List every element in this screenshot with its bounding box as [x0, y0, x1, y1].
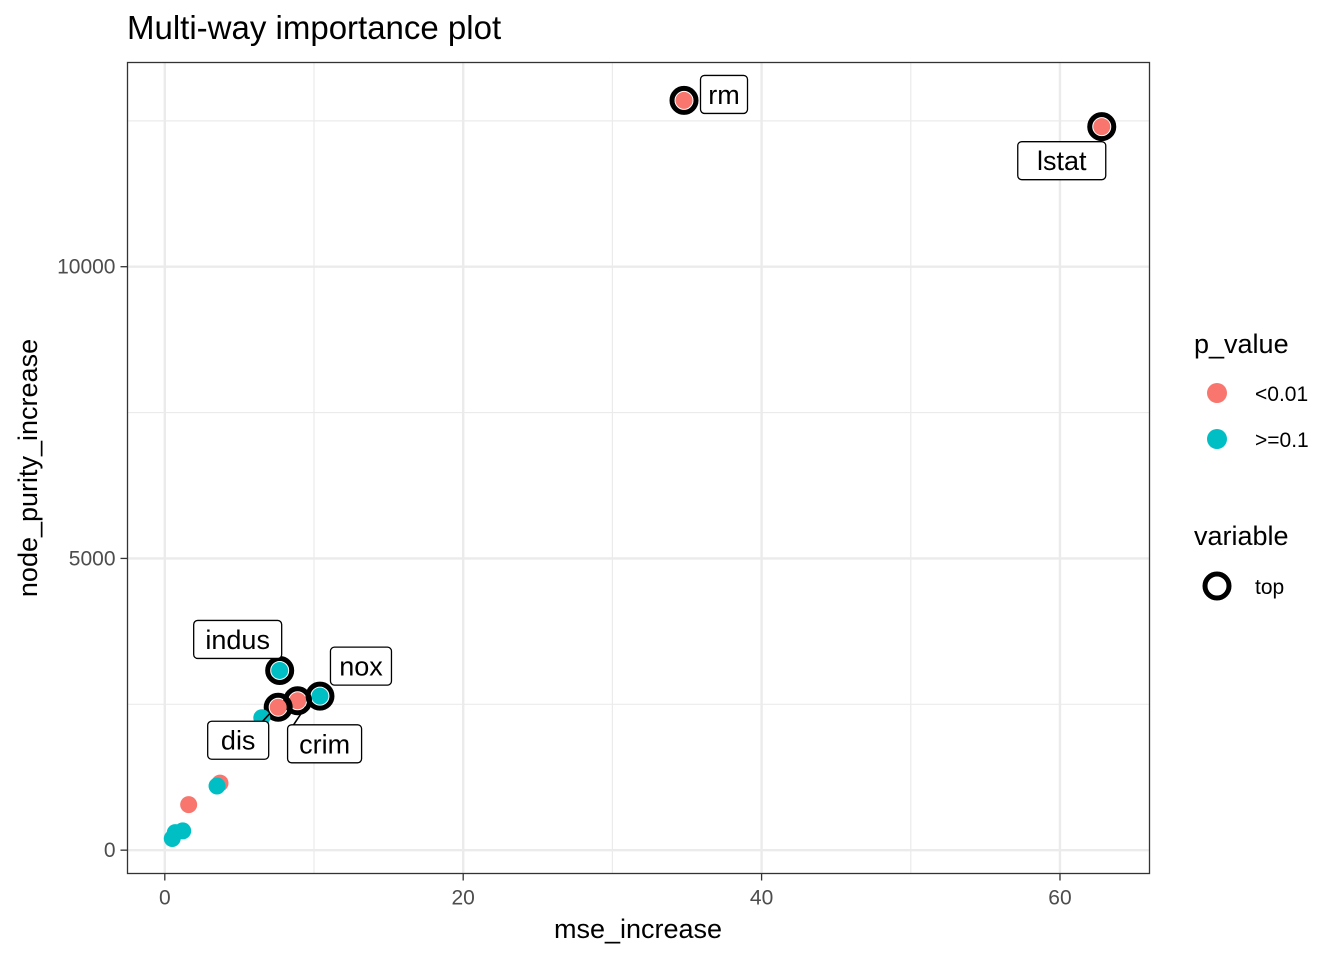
data-points	[163, 85, 1117, 847]
label-rm: rm	[699, 74, 749, 115]
legend-color-title: p_value	[1194, 329, 1289, 359]
x-tick-label: 20	[452, 887, 475, 910]
label-box	[207, 720, 270, 760]
point-label-text: dis	[221, 726, 256, 756]
plot-panel-border	[126, 61, 1151, 875]
x-tick-label: 0	[159, 887, 171, 910]
data-point	[311, 687, 329, 705]
point-label-text: lstat	[1037, 146, 1087, 176]
x-axis-title: mse_increase	[554, 914, 722, 944]
data-point	[163, 829, 181, 847]
point-label-text: indus	[205, 625, 270, 655]
legend-shape-title: variable	[1194, 521, 1289, 551]
label-box	[329, 646, 393, 686]
y-tick-label: 10000	[57, 256, 115, 279]
label-dis: dis	[207, 712, 271, 760]
point-label-text: crim	[299, 729, 350, 759]
legend-color-label: >=0.1	[1255, 429, 1309, 452]
plot-background	[127, 62, 1150, 874]
chart-title: Multi-way importance plot	[127, 9, 501, 46]
y-tick-label: 0	[104, 839, 116, 862]
label-connector	[262, 712, 271, 722]
label-crim: crim	[286, 706, 363, 764]
label-nox: nox	[329, 646, 393, 686]
y-tick-label: 5000	[69, 547, 116, 570]
top-variable-ring	[669, 85, 699, 115]
data-point	[180, 796, 198, 814]
point-labels: lstat rm indus nox crim dis	[193, 74, 1107, 764]
data-point	[675, 91, 693, 109]
label-connector	[292, 706, 307, 726]
label-box	[1017, 141, 1107, 181]
legend-color-key	[1207, 429, 1227, 449]
y-axis-title: node_purity_increase	[13, 339, 43, 597]
legend-shape-label: top	[1255, 576, 1284, 599]
label-indus: indus	[193, 619, 283, 660]
x-tick-label: 60	[1048, 887, 1071, 910]
data-point	[1093, 118, 1111, 136]
top-variable-ring	[1087, 112, 1117, 142]
data-point	[271, 661, 289, 679]
axes: 0 20 40 60 0 5000 10000	[57, 256, 1072, 910]
point-label-text: rm	[708, 80, 739, 110]
legend-color-label: <0.01	[1255, 383, 1308, 406]
label-box	[193, 619, 283, 660]
label-box	[286, 724, 363, 764]
legend-shape-key	[1202, 571, 1232, 601]
data-point	[269, 698, 287, 716]
legend: p_value <0.01 >=0.1 variable top	[1194, 329, 1309, 601]
x-tick-label: 40	[750, 887, 773, 910]
point-label-text: nox	[339, 652, 383, 682]
label-box	[699, 74, 749, 115]
legend-color-key	[1207, 383, 1227, 403]
label-lstat: lstat	[1017, 141, 1107, 181]
data-point	[208, 777, 226, 795]
gridlines	[127, 62, 1150, 874]
data-point	[289, 692, 307, 710]
top-variable-ring	[263, 692, 293, 722]
